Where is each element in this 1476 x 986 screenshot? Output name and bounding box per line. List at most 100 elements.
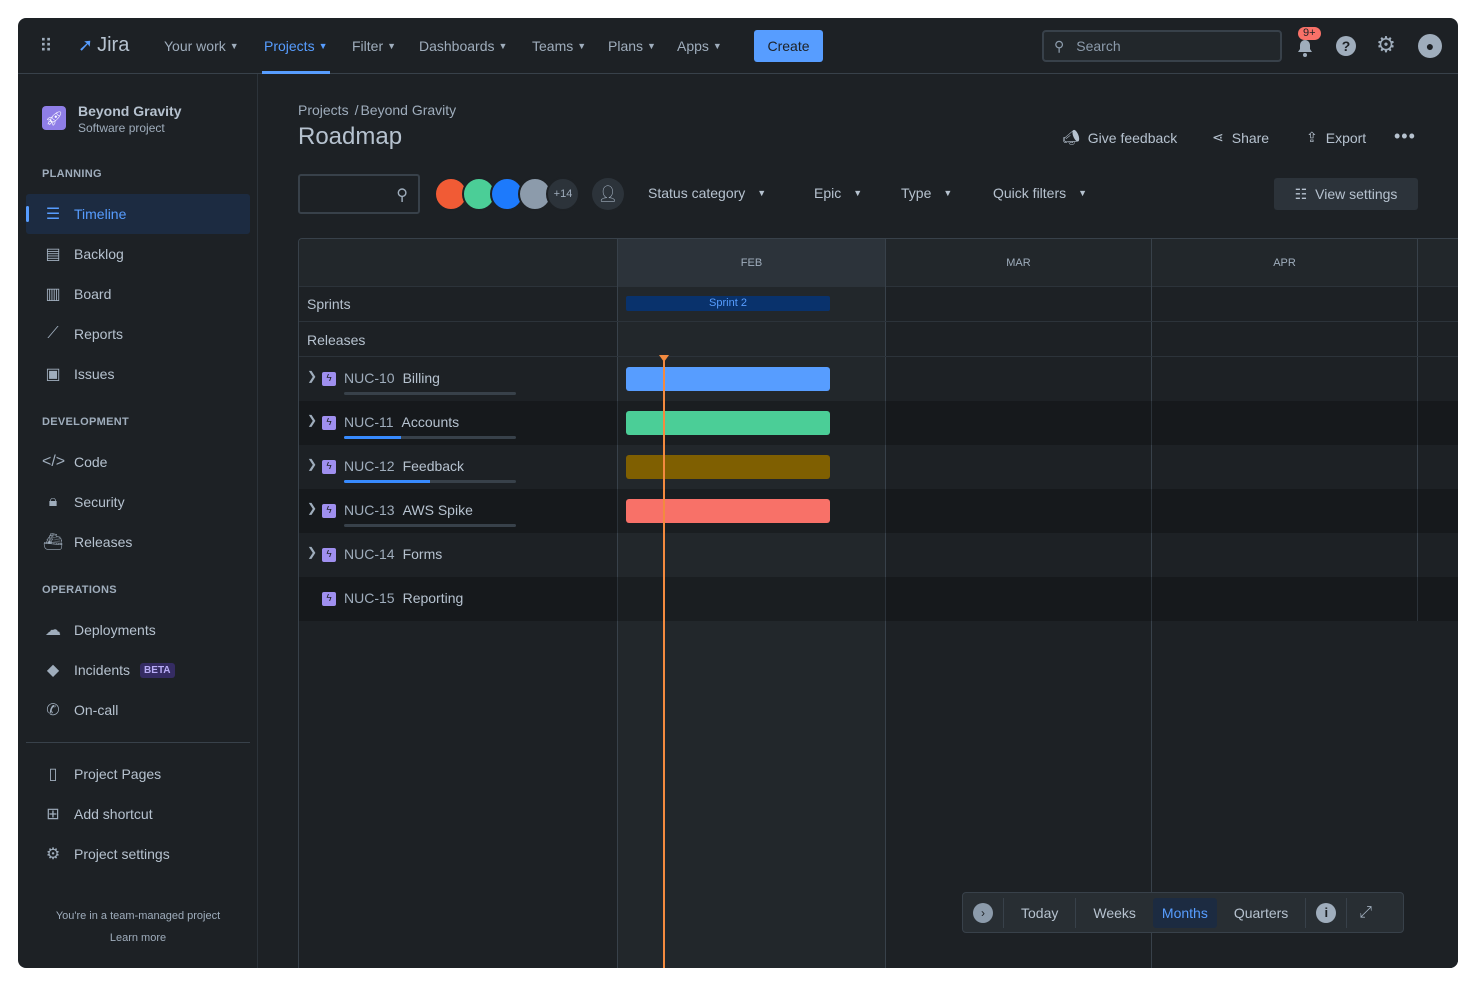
sidebar-item-code[interactable]: </> Code [42,453,108,470]
notifications-bell-icon[interactable] [1296,38,1314,58]
assignee-avatars: +14 [434,177,580,211]
fullscreen-icon[interactable]: ⤢ [1359,903,1373,921]
epic-timeline-bar[interactable] [626,499,830,523]
nav-teams[interactable]: Teams ▼ [532,38,587,54]
share-button[interactable]: ⋖ Share [1212,129,1270,146]
epic-filter[interactable]: Epic ▼ [814,185,863,201]
sidebar-item-reports[interactable]: ⟋ Reports [26,314,250,354]
epic-lightning-icon: ϟ [322,548,336,562]
chevron-right-icon[interactable]: ❯ [307,545,318,559]
sidebar-item-security[interactable]: 🔒︎ Security [26,482,250,522]
epic-row[interactable]: ϟ NUC-15 Reporting [299,577,1458,621]
epic-row[interactable]: ❯ ϟ NUC-13 AWS Spike [299,489,1458,533]
nav-apps[interactable]: Apps ▼ [677,38,722,54]
filter-search-input[interactable]: ⚲ [298,174,420,214]
epic-title[interactable]: NUC-13 AWS Spike [344,502,473,518]
sidebar-item-issues[interactable]: ▣ Issues [26,354,250,394]
settings-gear-icon[interactable]: ⚙ [1376,32,1396,57]
chevron-right-icon[interactable]: ❯ [307,413,318,427]
export-button[interactable]: ⇪ Export [1306,129,1367,146]
epic-lightning-icon: ϟ [322,416,336,430]
chevron-down-icon: ▼ [229,41,239,51]
more-actions-icon[interactable]: ••• [1394,126,1416,146]
epic-title[interactable]: NUC-11 Accounts [344,414,459,430]
chevron-right-icon[interactable]: › [973,902,993,923]
chevron-right-icon[interactable]: ❯ [307,501,318,515]
app-switcher-icon[interactable]: ⠿ [39,35,53,56]
nav-plans[interactable]: Plans ▼ [608,38,656,54]
jira-window: ⠿ ➚ Jira Your work ▼ Projects ▼ Filter ▼ Das… [18,18,1458,968]
search-input[interactable]: ⚲ Search [1042,30,1282,62]
nav-your-work[interactable]: Your work ▼ [164,38,239,54]
epic-timeline-bar[interactable] [626,411,830,435]
ship-icon: ⛴ [42,534,64,551]
chevron-right-icon[interactable]: ❯ [307,457,318,471]
epic-name: Billing [402,370,440,386]
sidebar-item-project-settings[interactable]: ⚙ Project settings [26,834,250,874]
sidebar-item-add-shortcut[interactable]: ⊞ Add shortcut [26,794,250,834]
epic-title[interactable]: NUC-10 Billing [344,370,440,386]
share-icon: ⋖ [1212,129,1224,145]
backlog-icon: ▤ [45,246,61,263]
status-category-filter[interactable]: Status category ▼ [648,185,767,201]
nav-filter[interactable]: Filter ▼ [352,38,397,54]
type-filter[interactable]: Type ▼ [901,185,953,201]
sidebar-item-board[interactable]: ▥ Board [26,274,250,314]
months-button[interactable]: Months [1152,897,1217,928]
view-settings-button[interactable]: ☷ View settings [1274,178,1418,210]
epic-key: NUC-14 [344,546,395,562]
current-month-header [617,239,885,286]
notifications-badge: 9+ [1298,27,1321,40]
profile-avatar[interactable]: ● [1418,34,1442,58]
today-marker [663,357,665,968]
project-name[interactable]: Beyond Gravity [78,103,182,119]
nav-projects[interactable]: Projects ▼ [262,18,329,74]
sidebar-item-deployments[interactable]: ☁ Deployments [26,610,250,650]
epic-timeline-bar[interactable] [626,367,830,391]
chevron-down-icon: ▼ [577,41,587,51]
today-button[interactable]: Today [1021,904,1059,921]
sidebar-item-backlog[interactable]: ▤ Backlog [26,234,250,274]
epic-row[interactable]: ❯ ϟ NUC-10 Billing [299,357,1458,401]
sidebar-item-incidents[interactable]: ◆ Incidents BETA [26,650,250,690]
weeks-button[interactable]: Weeks [1093,904,1136,921]
jira-logo[interactable]: ➚ Jira [78,34,130,56]
month-mar: MAR [885,239,1151,286]
breadcrumb-projects[interactable]: Projects [298,102,349,118]
epic-title[interactable]: NUC-14 Forms [344,546,442,562]
releases-row: Releases [299,322,1458,357]
grid-line [617,239,618,968]
learn-more-link[interactable]: Learn more [109,932,167,944]
month-apr: APR [1151,239,1417,286]
sidebar-item-timeline[interactable]: ☰ Timeline [26,194,250,234]
sidebar-item-releases[interactable]: ⛴ Releases [42,534,133,551]
add-people-icon[interactable]: 👤︎ [592,178,624,210]
give-feedback-button[interactable]: 📣︎ Give feedback [1062,129,1178,146]
quick-filters[interactable]: Quick filters ▼ [993,185,1088,201]
team-managed-note: You're in a team-managed project [55,910,221,922]
epic-title[interactable]: NUC-15 Reporting [344,590,463,606]
nav-dashboards[interactable]: Dashboards ▼ [419,38,508,54]
help-icon[interactable]: ? [1336,36,1356,56]
create-button[interactable]: Create [754,30,823,62]
breadcrumb-project[interactable]: Beyond Gravity [360,102,457,118]
epic-progress-bar [344,436,516,439]
timeline-grid: FEB MAR APR Sprints Sprint 2 Releases ❯ ϟ… [298,238,1458,968]
page-title: Roadmap [298,123,403,150]
epic-row[interactable]: ❯ ϟ NUC-12 Feedback [299,445,1458,489]
sprint-bar[interactable]: Sprint 2 [626,296,830,311]
incident-diamond-icon: ◆ [46,662,60,679]
sidebar-item-project-pages[interactable]: ▯ Project Pages [26,754,250,794]
quarters-button[interactable]: Quarters [1233,904,1289,921]
info-icon[interactable]: i [1316,902,1337,923]
epic-lightning-icon: ϟ [322,592,336,606]
chevron-right-icon[interactable]: ❯ [307,369,318,383]
epic-row[interactable]: ❯ ϟ NUC-11 Accounts [299,401,1458,445]
epic-key: NUC-11 [344,414,394,430]
epic-title[interactable]: NUC-12 Feedback [344,458,464,474]
sidebar-item-on-call[interactable]: ✆ On-call [26,690,250,730]
epic-timeline-bar[interactable] [626,455,830,479]
more-avatars[interactable]: +14 [546,177,580,211]
beta-badge: BETA [140,662,175,678]
epic-row[interactable]: ❯ ϟ NUC-14 Forms [299,533,1458,577]
